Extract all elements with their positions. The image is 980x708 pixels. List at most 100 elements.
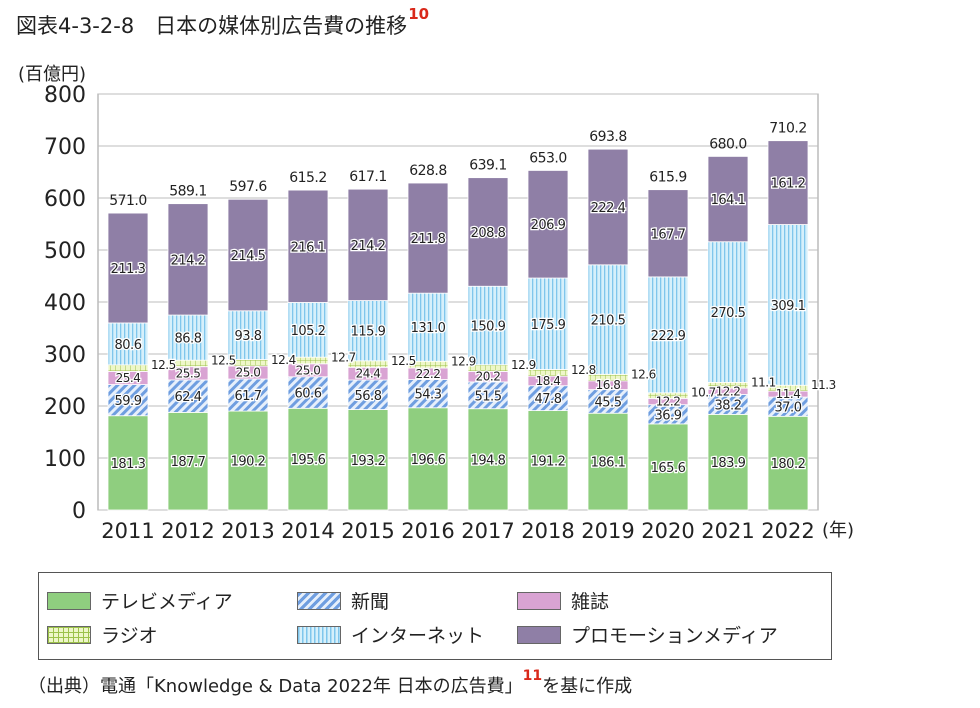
bar-segment-newspaper <box>407 379 449 409</box>
data-label-newspaper: 60.6 <box>295 387 322 402</box>
total-label: 617.1 <box>349 169 387 185</box>
legend-label-radio: ラジオ <box>101 625 158 647</box>
bar-segment-internet <box>347 300 389 362</box>
x-tick-label: 2011 <box>101 519 154 543</box>
data-label-tv: 186.1 <box>591 456 626 471</box>
total-label: 615.9 <box>649 170 687 186</box>
legend-label-tv: テレビメディア <box>101 591 233 613</box>
bar-segment-promotion <box>647 189 689 278</box>
bar-segment-internet <box>287 302 329 358</box>
y-tick-label: 100 <box>44 447 86 472</box>
data-label-magazine: 22.2 <box>416 367 441 381</box>
data-label-internet: 222.9 <box>651 329 686 344</box>
bar-segment-tv <box>407 407 449 511</box>
bar-segment-promotion <box>287 189 329 303</box>
bar-segment-newspaper <box>227 378 269 412</box>
legend-swatch-tv <box>47 591 91 610</box>
data-label-magazine: 24.4 <box>356 367 381 381</box>
y-tick-label: 0 <box>72 499 86 524</box>
data-label-magazine: 18.4 <box>536 374 561 388</box>
legend-item-magazine: 雑誌 <box>517 587 609 614</box>
data-label-magazine: 20.2 <box>476 370 501 384</box>
legend-swatch-radio <box>47 625 91 644</box>
legend-label-magazine: 雑誌 <box>571 591 610 613</box>
bar-segment-newspaper <box>287 376 329 409</box>
x-tick-label: 2022 <box>761 519 814 543</box>
data-label-newspaper: 37.0 <box>775 401 802 416</box>
labels-layer: 181.3 59.9 25.4 12.5 80.6 211.3 571.0 2011 187.7… <box>101 121 837 543</box>
bar-segment-promotion <box>527 170 569 279</box>
data-label-radio: 12.4 <box>271 353 296 367</box>
legend-swatch-newspaper <box>297 591 341 610</box>
data-label-newspaper: 54.3 <box>415 388 442 403</box>
data-label-radio: 11.1 <box>751 375 776 389</box>
bar-segment-promotion <box>347 188 389 301</box>
data-label-newspaper: 61.7 <box>235 389 262 404</box>
data-label-radio: 12.5 <box>211 353 236 367</box>
source-footnote-marker[interactable]: 11 <box>522 668 543 684</box>
data-label-internet: 175.9 <box>531 318 566 333</box>
bar-segment-internet <box>467 285 509 366</box>
data-label-internet: 93.8 <box>235 329 262 344</box>
bar-segment-internet <box>167 314 209 361</box>
y-tick-label: 500 <box>44 239 86 264</box>
data-label-internet: 86.8 <box>175 332 202 347</box>
bar-segment-promotion <box>707 155 749 243</box>
data-label-magazine: 25.0 <box>236 366 261 380</box>
data-label-tv: 191.2 <box>531 454 566 469</box>
data-label-promotion: 208.8 <box>471 226 506 241</box>
bar-segment-promotion <box>767 140 809 225</box>
data-label-promotion: 222.4 <box>591 201 626 216</box>
x-tick-label: 2019 <box>581 519 634 543</box>
data-label-newspaper: 36.9 <box>655 408 682 423</box>
data-label-magazine: 25.0 <box>296 363 321 377</box>
bar-segment-promotion <box>467 177 509 287</box>
data-label-internet: 115.9 <box>351 325 386 340</box>
source-text: （出典）電通「Knowledge & Data 2022年 日本の広告費」 <box>28 676 523 697</box>
chart-title: 図表4-3-2-8 日本の媒体別広告費の推移10 <box>16 5 429 40</box>
x-tick-label: 2021 <box>701 519 754 543</box>
bar-segment-tv <box>767 415 809 511</box>
data-label-radio: 12.9 <box>451 355 476 369</box>
total-label: 628.8 <box>409 163 447 179</box>
bar-segment-newspaper <box>167 379 209 413</box>
bar-segment-tv <box>227 410 269 511</box>
data-label-magazine: 25.5 <box>176 366 201 380</box>
chart-legend: テレビメディア 新聞 雑誌 ラジオ インターネット プロモーションメディア <box>38 572 832 660</box>
data-label-promotion: 211.8 <box>411 232 446 247</box>
legend-label-promotion: プロモーションメディア <box>571 625 778 647</box>
legend-item-tv: テレビメディア <box>47 587 233 614</box>
total-label: 710.2 <box>769 121 807 137</box>
legend-label-internet: インターネット <box>351 625 485 647</box>
total-label: 693.8 <box>589 129 627 145</box>
y-tick-label: 700 <box>44 135 86 160</box>
y-tick-label: 400 <box>44 291 86 316</box>
data-label-promotion: 164.1 <box>711 193 746 208</box>
legend-item-internet: インターネット <box>297 621 484 648</box>
bar-segment-internet <box>227 310 269 360</box>
bar-segment-tv <box>107 415 149 511</box>
x-tick-label: 2020 <box>641 519 694 543</box>
bar-segment-tv <box>167 411 209 511</box>
data-label-internet: 309.1 <box>771 299 806 314</box>
bar-segment-tv <box>707 413 749 511</box>
title-footnote-marker[interactable]: 10 <box>408 5 430 23</box>
data-label-promotion: 214.2 <box>171 253 206 268</box>
data-label-newspaper: 62.4 <box>175 390 202 405</box>
data-label-promotion: 214.5 <box>231 249 266 264</box>
data-label-tv: 180.2 <box>771 457 806 472</box>
bar-segment-tv <box>287 407 329 511</box>
data-label-magazine: 11.4 <box>776 387 801 401</box>
data-label-internet: 150.9 <box>471 319 506 334</box>
data-label-magazine: 12.2 <box>716 384 741 398</box>
y-tick-label: 800 <box>44 83 86 108</box>
legend-item-newspaper: 新聞 <box>297 587 389 614</box>
data-label-magazine: 25.4 <box>116 371 141 385</box>
data-label-tv: 195.6 <box>291 453 326 468</box>
data-label-newspaper: 47.8 <box>535 392 562 407</box>
y-axis-label: (百億円) <box>18 64 86 85</box>
x-tick-label: 2015 <box>341 519 394 543</box>
data-label-tv: 193.2 <box>351 454 386 469</box>
data-label-newspaper: 38.2 <box>715 398 742 413</box>
x-tick-label: 2012 <box>161 519 214 543</box>
